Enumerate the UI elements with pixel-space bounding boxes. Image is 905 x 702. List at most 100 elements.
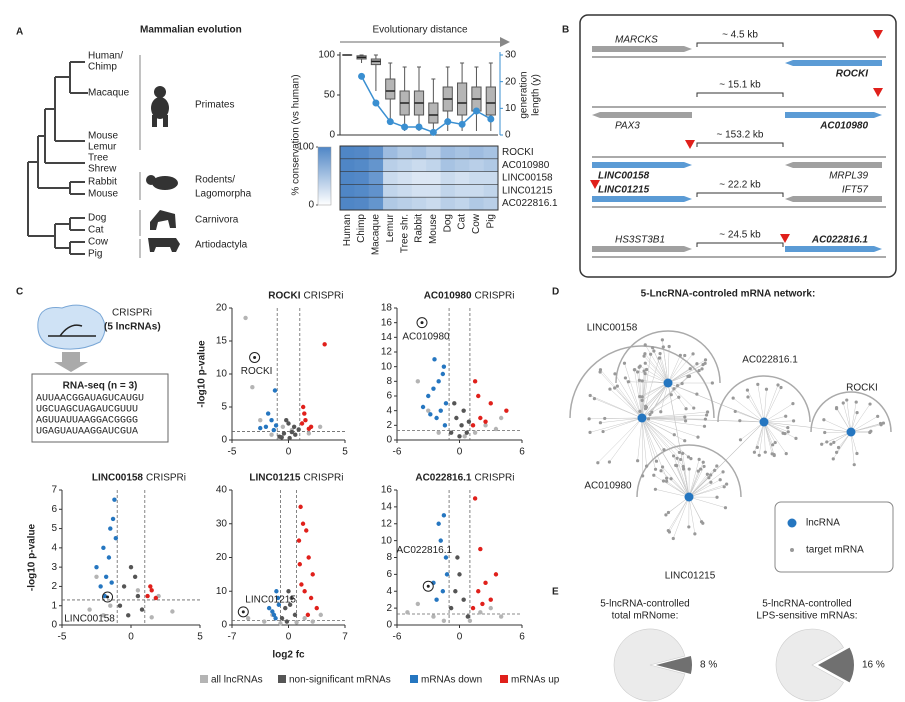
target-edge xyxy=(628,381,669,384)
column-label: Pig xyxy=(485,214,496,228)
volcano-point xyxy=(153,595,159,601)
target-node xyxy=(755,445,759,449)
volcano-point xyxy=(292,612,298,618)
target-node xyxy=(661,479,666,483)
species-label: Rabbit xyxy=(88,177,117,188)
hub-edge xyxy=(667,382,765,423)
gene-label: PAX3 xyxy=(615,121,640,132)
target-node xyxy=(781,431,785,435)
target-node xyxy=(653,487,658,491)
pie-title: LPS-sensitive mRNAs: xyxy=(756,611,857,622)
gene-label: AC022816.1 xyxy=(811,235,869,246)
target-node xyxy=(745,388,750,392)
target-node xyxy=(643,372,647,376)
x-tick-label: -5 xyxy=(58,632,67,643)
target-node xyxy=(746,395,750,399)
volcano-point xyxy=(441,513,447,518)
target-edge xyxy=(763,387,782,423)
target-edge xyxy=(850,416,878,433)
y-label: -log10 p-value xyxy=(27,523,38,591)
target-node xyxy=(596,461,600,465)
target-edge xyxy=(641,417,643,476)
target-node xyxy=(825,440,829,444)
target-edge xyxy=(688,474,708,498)
row-label: ROCKI xyxy=(502,147,534,158)
generation-point xyxy=(415,123,423,131)
legend-label: lncRNA xyxy=(806,518,840,529)
target-node xyxy=(776,383,780,387)
annotated-dot xyxy=(106,595,110,599)
heat-cell xyxy=(340,197,355,211)
heat-cell xyxy=(383,171,398,185)
volcano-point xyxy=(270,609,275,614)
gene-arrow xyxy=(592,246,692,252)
colorbar xyxy=(317,146,332,206)
x-tick-label: 0 xyxy=(128,632,134,643)
target-edge xyxy=(624,363,643,419)
y-tick-label: 12 xyxy=(381,518,393,529)
target-node xyxy=(757,453,761,457)
distance-label: ~ 15.1 kb xyxy=(719,80,761,91)
y-tick-label: 10 xyxy=(216,369,228,380)
target-edge xyxy=(763,403,794,423)
target-edge xyxy=(667,353,694,384)
volcano-point xyxy=(296,538,302,543)
target-edge xyxy=(641,417,699,438)
gene-arrow xyxy=(785,246,882,252)
target-node xyxy=(773,440,777,445)
target-edge xyxy=(843,402,852,433)
y-tick-label: 10 xyxy=(216,586,228,597)
species-label: Lemur xyxy=(88,142,117,153)
target-node xyxy=(615,384,619,388)
heat-cell xyxy=(397,171,413,185)
chart-subtitle: CRISPRi xyxy=(304,291,344,302)
target-node xyxy=(704,413,709,417)
distance-bracket xyxy=(696,92,784,97)
heat-cell xyxy=(469,184,484,198)
chart-title: AC022816.1 xyxy=(415,473,472,484)
target-node xyxy=(697,457,701,461)
target-node xyxy=(587,417,591,421)
tree-title: Mammalian evolution xyxy=(140,25,242,36)
volcano-point xyxy=(291,424,297,429)
target-node xyxy=(705,410,710,414)
y-tick-label: 0 xyxy=(51,620,57,631)
y-tick-label: 0 xyxy=(386,620,392,631)
volcano-point xyxy=(466,419,472,424)
target-node xyxy=(697,368,701,373)
target-node xyxy=(640,379,644,383)
volcano-point xyxy=(476,589,481,594)
x-tick-label: -6 xyxy=(393,632,402,643)
generation-point xyxy=(472,107,480,115)
y-tick-label: 10 xyxy=(381,361,393,372)
y-tick-label: 1 xyxy=(51,600,57,611)
target-edge xyxy=(589,417,643,433)
target-node xyxy=(738,419,742,423)
target-edge xyxy=(688,496,696,534)
gene-label: MARCKS xyxy=(615,35,658,46)
flow-arrow xyxy=(54,352,88,372)
volcano-point xyxy=(504,408,509,413)
pie-title: total mRNome: xyxy=(612,611,679,622)
volcano-point xyxy=(266,605,272,611)
x-tick-label: -5 xyxy=(228,447,237,458)
volcano-point xyxy=(149,615,154,620)
crispri-count: (5 lncRNAs) xyxy=(104,322,161,333)
target-node xyxy=(640,395,644,399)
target-edge xyxy=(676,465,690,498)
volcano-point xyxy=(488,401,493,406)
gene-arrow xyxy=(592,112,692,118)
generation-point xyxy=(372,99,380,107)
column-label: Macaque xyxy=(371,214,382,256)
annotated-dot xyxy=(420,321,424,325)
target-node xyxy=(693,532,697,536)
target-node xyxy=(622,361,627,365)
volcano-point xyxy=(415,379,421,384)
column-label: Tree shr. xyxy=(399,214,410,253)
panel-label: B xyxy=(562,25,569,36)
target-edge xyxy=(763,389,767,423)
volcano-point xyxy=(289,595,294,601)
volcano-point xyxy=(478,546,483,552)
volcano-point xyxy=(300,404,306,410)
heat-cell xyxy=(383,184,398,198)
